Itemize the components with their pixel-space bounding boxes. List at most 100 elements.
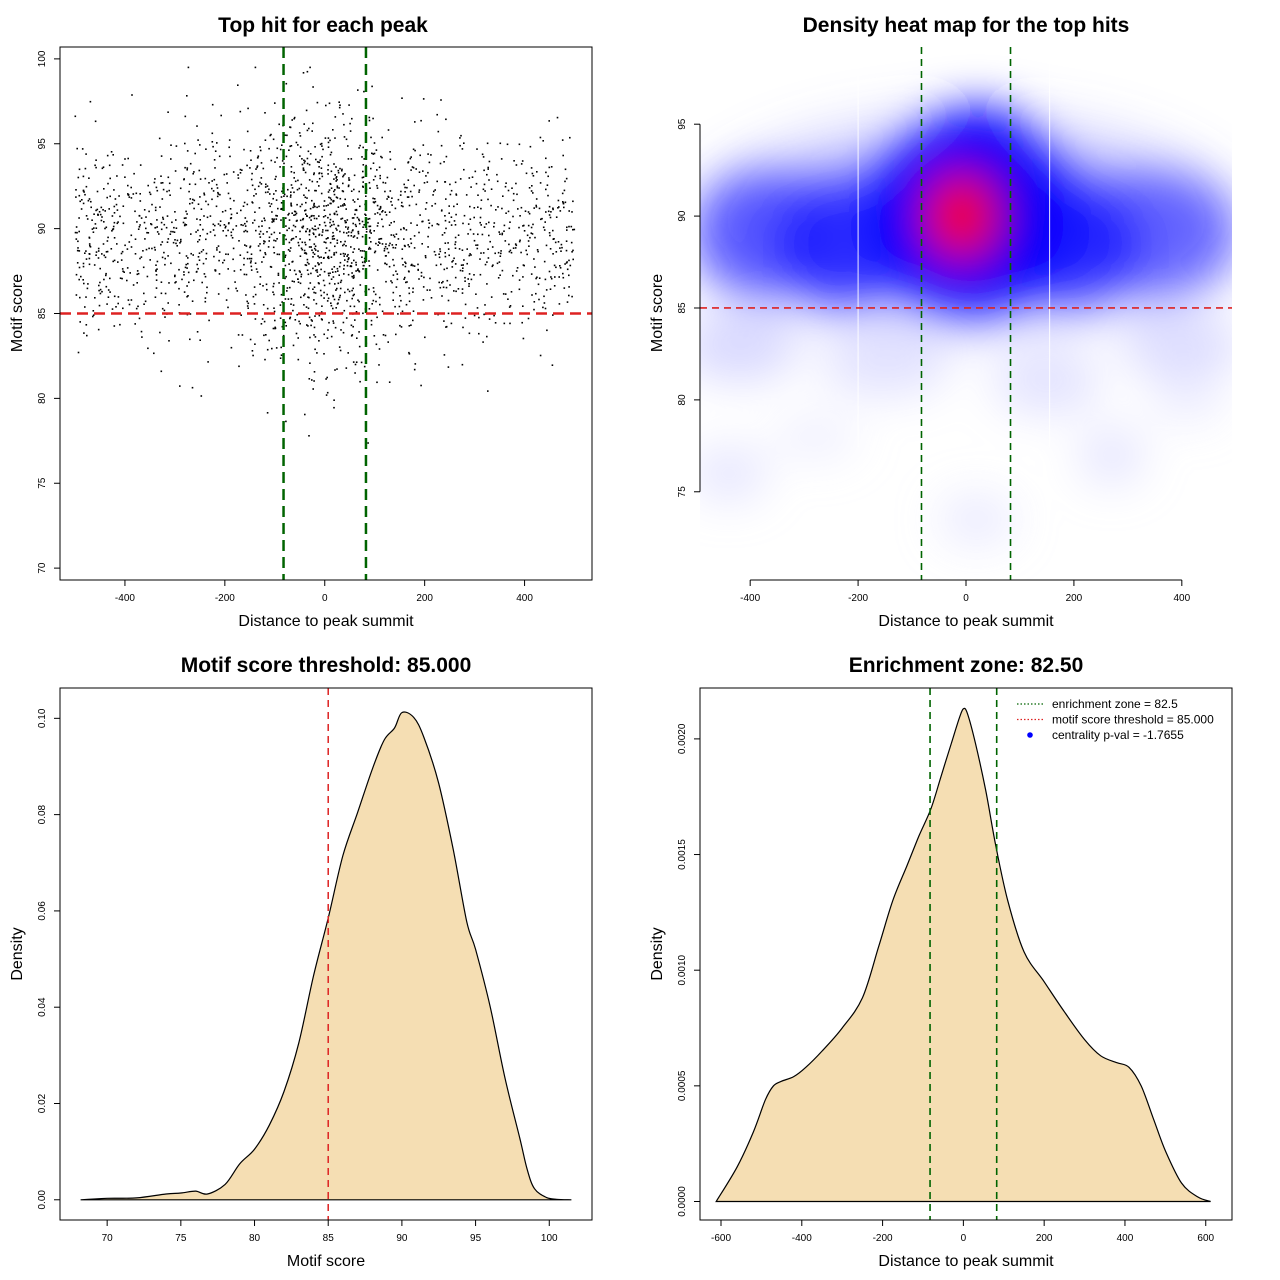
scatter-point <box>409 157 412 160</box>
scatter-point <box>292 237 295 240</box>
scatter-point <box>215 183 218 186</box>
scatter-point <box>344 253 346 255</box>
scatter-point <box>199 144 201 146</box>
scatter-point <box>445 155 448 158</box>
scatter-point <box>336 186 339 189</box>
scatter-point <box>530 190 533 192</box>
scatter-point <box>254 293 257 296</box>
scatter-point <box>345 138 348 141</box>
scatter-point <box>335 196 338 198</box>
scatter-point <box>303 123 305 125</box>
scatter-point <box>197 267 199 270</box>
scatter-point <box>290 166 293 168</box>
scatter-point <box>299 238 301 240</box>
scatter-point <box>302 218 304 221</box>
scatter-point <box>501 232 504 235</box>
scatter-point <box>253 286 256 288</box>
scatter-point <box>539 136 542 139</box>
scatter-point <box>245 245 248 247</box>
scatter-point <box>227 287 230 290</box>
scatter-point <box>175 227 178 229</box>
scatter-point <box>255 168 257 170</box>
scatter-point <box>259 283 261 285</box>
scatter-point <box>368 248 370 250</box>
scatter-point <box>457 234 460 236</box>
scatter-point <box>568 286 570 288</box>
scatter-point <box>335 210 338 213</box>
scatter-point <box>449 284 451 286</box>
scatter-point <box>278 253 281 256</box>
scatter-point <box>185 217 187 219</box>
scatter-point <box>468 283 470 285</box>
scatter-point <box>522 264 525 266</box>
scatter-point <box>96 190 99 193</box>
scatter-point <box>153 246 156 249</box>
scatter-point <box>281 160 284 162</box>
scatter-point <box>205 252 208 255</box>
scatter-point <box>232 258 234 261</box>
scatter-point <box>268 339 270 342</box>
scatter-point <box>413 247 416 249</box>
y-tick-label: 0.0020 <box>677 723 688 754</box>
scatter-point <box>273 252 276 254</box>
scatter-point <box>418 278 420 280</box>
scatter-point <box>334 326 337 329</box>
scatter-point <box>395 270 397 273</box>
scatter-point <box>550 276 552 278</box>
scatter-point <box>97 328 100 331</box>
heatmap-reference-lines <box>700 47 1232 580</box>
scatter-point <box>272 197 274 200</box>
scatter-point <box>357 299 359 301</box>
scatter-point <box>565 240 568 242</box>
scatter-point <box>568 294 570 297</box>
scatter-point <box>138 215 141 217</box>
scatter-point <box>426 289 429 291</box>
scatter-point <box>332 199 335 202</box>
scatter-point <box>345 221 347 224</box>
scatter-point <box>243 201 246 204</box>
scatter-point <box>129 272 131 274</box>
scatter-point <box>373 201 376 204</box>
scatter-point <box>461 363 464 366</box>
scatter-point <box>95 227 98 229</box>
scatter-point <box>510 291 513 293</box>
scatter-point <box>388 381 391 383</box>
scatter-point <box>143 221 146 224</box>
scatter-point <box>374 293 377 296</box>
scatter-point <box>391 244 394 246</box>
scatter-point <box>319 289 322 292</box>
scatter-point <box>197 256 200 258</box>
scatter-point <box>227 268 229 270</box>
scatter-title: Top hit for each peak <box>218 14 428 37</box>
scatter-point <box>469 253 471 255</box>
scatter-point <box>314 292 317 294</box>
scatter-point <box>347 288 349 291</box>
scatter-point <box>346 299 348 302</box>
scatter-point <box>115 306 117 308</box>
scatter-point <box>496 262 499 265</box>
scatter-point <box>386 263 388 266</box>
scatter-point <box>402 205 404 208</box>
scatter-point <box>269 193 271 195</box>
scatter-point <box>551 364 554 366</box>
scatter-point <box>417 268 419 271</box>
scatter-point <box>127 157 129 160</box>
scatter-point <box>528 187 531 189</box>
scatter-point <box>225 234 228 237</box>
scatter-point <box>205 238 207 241</box>
scatter-point <box>270 133 272 136</box>
scatter-point <box>321 155 323 158</box>
scatter-point <box>292 224 295 227</box>
scatter-point <box>89 244 91 247</box>
scatter-point <box>278 282 280 284</box>
scatter-point <box>415 203 418 206</box>
scatter-point <box>329 213 331 216</box>
scatter-point <box>501 207 503 210</box>
scatter-point <box>247 307 249 309</box>
scatter-point <box>345 226 347 228</box>
scatter-point <box>404 186 406 189</box>
scatter-point <box>562 154 564 157</box>
scatter-point <box>375 300 377 303</box>
scatter-point <box>134 323 136 325</box>
scatter-point <box>103 221 105 223</box>
